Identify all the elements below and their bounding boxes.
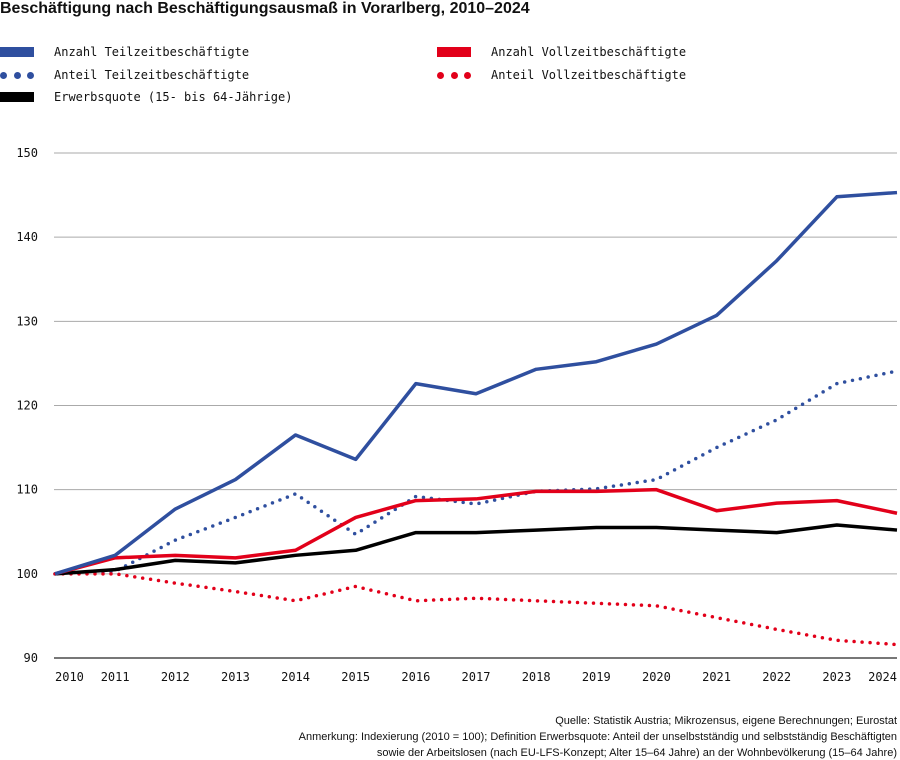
x-tick-label: 2018 xyxy=(522,670,551,684)
line-chart: 90 100 110 120 130 140 150 2010 2011 2012 2013 2014… xyxy=(16,146,899,684)
x-tick-label: 2019 xyxy=(582,670,611,684)
x-tick-label: 2021 xyxy=(702,670,731,684)
series-line-4 xyxy=(53,572,899,647)
y-tick-label: 140 xyxy=(16,230,38,244)
legend-item-anteil-teilzeit: Anteil Teilzeitbeschäftigte xyxy=(0,68,249,82)
x-tick-label: 2011 xyxy=(101,670,130,684)
legend-label: Erwerbsquote (15- bis 64-Jährige) xyxy=(54,90,293,104)
x-tick-label: 2014 xyxy=(281,670,310,684)
series-line-0 xyxy=(54,190,898,576)
legend-item-erwerbsquote: Erwerbsquote (15- bis 64-Jährige) xyxy=(0,90,292,104)
legend-item-anzahl-teilzeit: Anzahl Teilzeitbeschäftigte xyxy=(0,45,249,59)
annotation-note: Anmerkung: Indexierung (2010 = 100); Def… xyxy=(298,731,897,743)
y-tick-label: 100 xyxy=(16,567,38,581)
x-tick-label: 2024 xyxy=(868,670,897,684)
x-tick-label: 2023 xyxy=(822,670,851,684)
y-tick-label: 110 xyxy=(16,483,38,497)
legend-swatch xyxy=(0,70,34,80)
legend-label: Anzahl Vollzeitbeschäftigte xyxy=(491,45,687,59)
y-tick-label: 120 xyxy=(16,399,38,413)
legend-label: Anteil Vollzeitbeschäftigte xyxy=(491,68,687,82)
annotation-note-cont: sowie der Arbeitslosen (nach EU-LFS-Konz… xyxy=(376,747,897,759)
x-tick-label: 2010 xyxy=(55,670,84,684)
y-tick-label: 90 xyxy=(24,651,38,665)
legend-label: Anzahl Teilzeitbeschäftigte xyxy=(54,45,250,59)
series-line-1 xyxy=(53,369,899,576)
x-tick-label: 2013 xyxy=(221,670,250,684)
series-line-3 xyxy=(54,487,898,576)
series-line-2 xyxy=(54,523,898,576)
legend-item-anteil-vollzeit: Anteil Vollzeitbeschäftigte xyxy=(437,68,686,82)
legend-label: Anteil Teilzeitbeschäftigte xyxy=(54,68,250,82)
legend-swatch xyxy=(437,70,471,80)
x-tick-label: 2022 xyxy=(762,670,791,684)
source-note: Quelle: Statistik Austria; Mikrozensus, … xyxy=(555,715,897,727)
x-tick-label: 2012 xyxy=(161,670,190,684)
legend-swatch xyxy=(0,92,34,102)
legend-swatch xyxy=(437,47,471,57)
y-tick-label: 130 xyxy=(16,314,38,328)
legend-swatch xyxy=(0,47,34,57)
legend-item-anzahl-vollzeit: Anzahl Vollzeitbeschäftigte xyxy=(437,45,686,59)
x-tick-label: 2020 xyxy=(642,670,671,684)
x-tick-label: 2017 xyxy=(462,670,491,684)
y-tick-label: 150 xyxy=(16,146,38,160)
x-tick-label: 2015 xyxy=(341,670,370,684)
x-tick-label: 2016 xyxy=(401,670,430,684)
chart-title: Beschäftigung nach Beschäftigungsausmaß … xyxy=(0,0,530,17)
